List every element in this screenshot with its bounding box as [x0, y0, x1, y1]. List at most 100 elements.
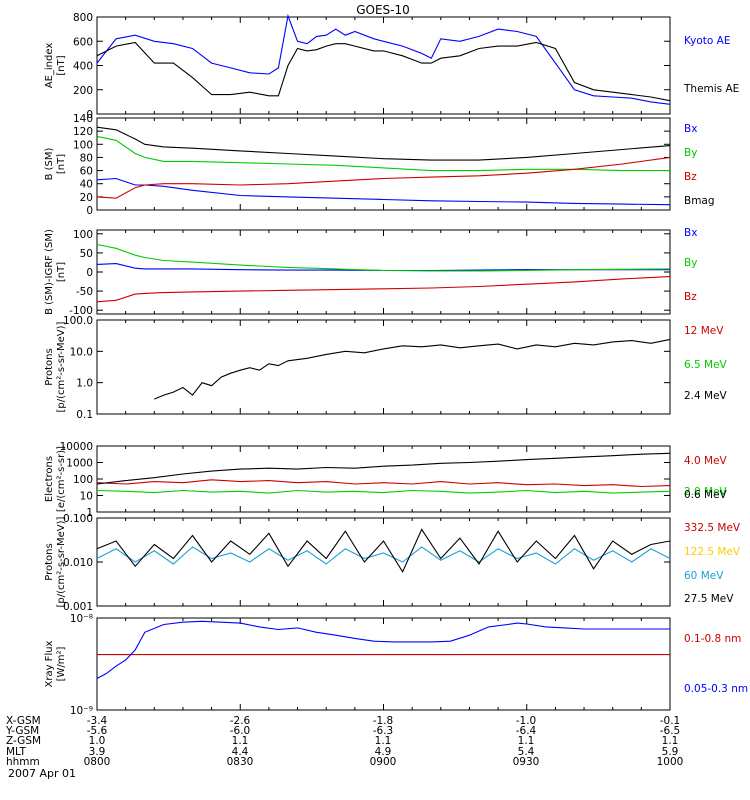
panel-frame: [96, 517, 671, 607]
panel-6: 0.001 0.010 0.100 Protons [p/(cm²-s-sr-MeV)]…: [44, 513, 741, 613]
y-axis-label: B (SM)-IGRF (SM): [44, 229, 55, 315]
ephemeris-value: 1.1: [375, 735, 392, 747]
y-axis-label: [nT]: [56, 55, 67, 75]
ephemeris-row-label: MLT: [6, 746, 26, 758]
series-line-27-5-mev: [96, 528, 671, 573]
ephemeris-value: 4.9: [375, 746, 392, 758]
y-tick-label: 600: [73, 36, 93, 48]
ephemeris-value: 5.9: [662, 746, 679, 758]
y-tick-label: 400: [73, 61, 93, 73]
y-axis-label: [e/(cm²-s-sr)]: [56, 446, 67, 512]
panel-5: 1 10 100 1000 10000 Electrons [e/(cm²-s-sr)] 4.…: [44, 441, 728, 519]
y-axis-label: Protons: [44, 348, 55, 385]
ephemeris-value: -6.3: [373, 725, 394, 737]
legend-entry: By: [684, 257, 697, 269]
ephemeris-value: -6.0: [230, 725, 251, 737]
panel-frame: [96, 117, 671, 211]
y-tick-label: 10000: [60, 441, 93, 453]
date-label: 2007 Apr 01: [8, 767, 76, 780]
series-line-bx: [96, 177, 671, 206]
ephemeris-value: -5.6: [87, 725, 108, 737]
y-tick-label: 1000: [66, 458, 93, 470]
ephemeris-value: 0830: [227, 756, 254, 768]
ephemeris-value: 1000: [657, 756, 684, 768]
ephemeris-value: 0900: [370, 756, 397, 768]
ephemeris-value: 1.1: [662, 735, 679, 747]
y-tick-label: 100.0: [63, 315, 93, 327]
series-line-60-mev: [96, 546, 671, 565]
y-tick-label: -100: [69, 305, 93, 317]
series-line-by: [96, 243, 671, 272]
series-line-0-05-0-3-nm: [96, 620, 670, 679]
ephemeris-row-label: hhmm: [6, 756, 40, 768]
ephemeris-value: -2.6: [230, 715, 251, 727]
ephemeris-value: -1.8: [373, 715, 394, 727]
legend-entry: 60 MeV: [684, 570, 724, 582]
legend-entry: Kyoto AE: [684, 35, 730, 47]
series-line-by: [96, 135, 670, 172]
y-tick-label: 100: [73, 139, 93, 151]
y-axis-label: Xray Flux: [44, 640, 55, 687]
ephemeris-value: -6.4: [516, 725, 537, 737]
ephemeris-row-label: Y-GSM: [5, 725, 39, 737]
legend-entry: Bx: [684, 123, 697, 135]
y-tick-label: 10.0: [70, 346, 93, 358]
y-tick-label: 200: [73, 85, 93, 97]
ephemeris-value: 5.4: [518, 746, 535, 758]
y-tick-label: 120: [73, 126, 93, 138]
legend-entry: 0.05-0.3 nm: [684, 683, 748, 695]
y-axis-label: Protons: [44, 543, 55, 580]
ephemeris-value: 0930: [513, 756, 540, 768]
legend-entry: Bx: [684, 227, 697, 239]
legend-entry: 332.5 MeV: [684, 522, 741, 534]
y-tick-label: -50: [76, 286, 93, 298]
ephemeris-value: -1.0: [516, 715, 537, 727]
y-axis-label: Electrons: [44, 456, 55, 502]
series-line-kyoto-ae: [96, 13, 671, 105]
y-tick-label: 50: [80, 248, 93, 260]
y-tick-label: 1.0: [76, 378, 93, 390]
legend-entry: 2.4 MeV: [684, 390, 728, 402]
series-line-4-0-mev: [96, 479, 671, 488]
y-axis-label: [p/(cm²-s-sr-MeV)]: [56, 321, 67, 412]
series-line-bz: [96, 156, 671, 199]
panel-frame: [96, 16, 671, 115]
ephemeris-value: 0800: [84, 756, 111, 768]
ephemeris-row-label: Z-GSM: [6, 735, 41, 747]
legend-entry: 27.5 MeV: [684, 593, 734, 605]
ephemeris-value: -3.4: [87, 715, 108, 727]
y-tick-label: 40: [80, 179, 93, 191]
y-tick-label: 0.010: [63, 557, 93, 569]
legend-entry: 12 MeV: [684, 325, 724, 337]
legend-entry: Bmag: [684, 195, 715, 207]
y-axis-label: [nT]: [56, 262, 67, 282]
y-tick-label: 100: [73, 474, 93, 486]
panel-frame: [96, 445, 671, 513]
y-tick-label: 0.001: [63, 601, 93, 613]
y-tick-label: 10⁻⁸: [70, 613, 93, 625]
ephemeris-value: 1.1: [232, 735, 249, 747]
y-tick-label: 60: [80, 166, 93, 178]
y-tick-label: 0: [86, 109, 93, 121]
legend-entry: By: [684, 147, 697, 159]
y-axis-label: [p/(cm²-s-sr-MeV)]: [56, 516, 67, 607]
series-line-0-6-mev: [96, 452, 671, 485]
panel-frame: [96, 617, 671, 711]
legend-entry: Bz: [684, 291, 697, 303]
y-tick-label: 20: [80, 192, 93, 204]
y-tick-label: 10: [80, 491, 93, 503]
legend-entry: 4.0 MeV: [684, 455, 728, 467]
ephemeris-value: -0.1: [660, 715, 681, 727]
y-axis-label: B (SM): [44, 147, 55, 180]
y-axis-label: [W/m²]: [56, 646, 67, 681]
y-tick-label: 0.1: [76, 409, 93, 421]
series-line-bmag: [96, 126, 671, 161]
legend-entry: Bz: [684, 171, 697, 183]
legend-entry: 2.0 MeV: [684, 486, 728, 498]
y-tick-label: 140: [73, 113, 93, 125]
series-line-themis-ae: [96, 41, 671, 102]
legend-entry: 0.1-0.8 nm: [684, 633, 741, 645]
